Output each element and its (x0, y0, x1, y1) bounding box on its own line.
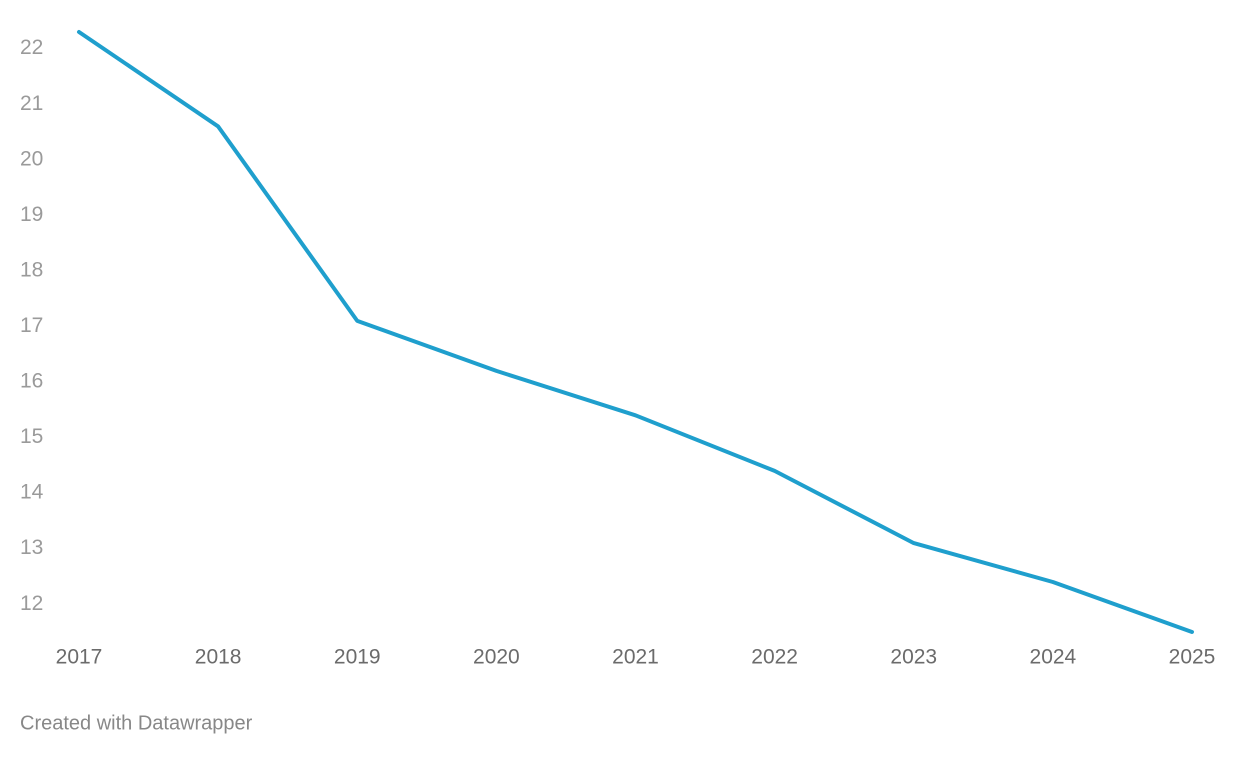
y-tick-label: 16 (20, 370, 43, 393)
y-tick-label: 12 (20, 592, 43, 615)
y-tick-label: 22 (20, 36, 43, 59)
y-tick-label: 17 (20, 314, 43, 337)
line (77, 30, 1194, 634)
x-tick-label: 2017 (56, 646, 103, 669)
y-tick-label: 21 (20, 92, 43, 115)
footer: Created with Datawrapper (20, 712, 253, 734)
x-tick-label: 2021 (612, 646, 659, 669)
y-tick-label: 20 (20, 147, 43, 170)
y-tick-label: 14 (20, 481, 44, 504)
x-tick-label: 2025 (1169, 646, 1216, 669)
y-tick-label: 13 (20, 536, 43, 559)
x-tick-label: 2023 (890, 646, 937, 669)
x-tick-label: 2020 (473, 646, 520, 669)
y-tick-label: 19 (20, 203, 43, 226)
y-tick-label: 15 (20, 425, 43, 448)
x-tick-label: 2022 (751, 646, 798, 669)
y-tick-label: 18 (20, 258, 43, 281)
x-tick-label: 2024 (1030, 646, 1077, 669)
x-tick-label: 2018 (195, 646, 242, 669)
x-tick-label: 2019 (334, 646, 381, 669)
